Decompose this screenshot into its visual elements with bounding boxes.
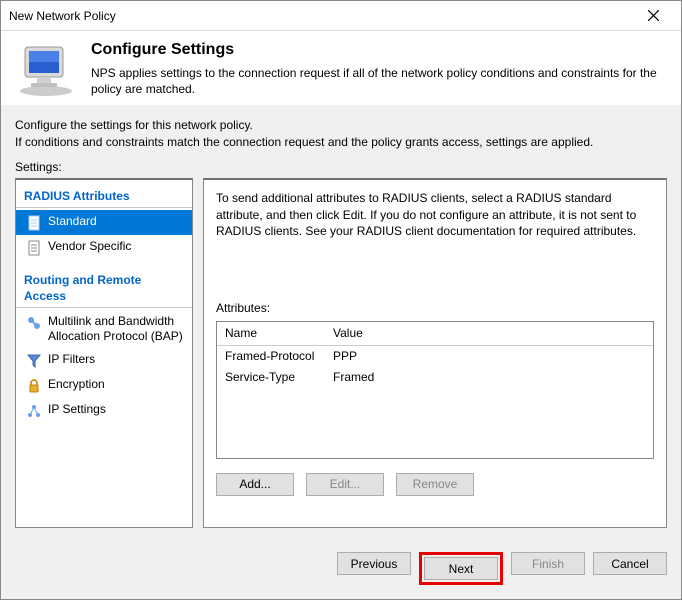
content-area: Configure the settings for this network … (1, 105, 681, 538)
cancel-button[interactable]: Cancel (593, 552, 667, 575)
tree-item-vendor-specific[interactable]: Vendor Specific (16, 235, 192, 260)
tree-item-label: IP Filters (48, 352, 95, 367)
detail-pane: To send additional attributes to RADIUS … (203, 178, 667, 528)
panes: RADIUS Attributes Standard (15, 178, 667, 528)
document-icon (26, 215, 42, 231)
header-region: Configure Settings NPS applies settings … (1, 31, 681, 105)
tree-item-encryption[interactable]: Encryption (16, 373, 192, 398)
tree-item-ip-settings[interactable]: IP Settings (16, 398, 192, 423)
dialog-window: New Network Policy Configure Settings NP… (0, 0, 682, 600)
tree-item-standard[interactable]: Standard (16, 210, 192, 235)
settings-label: Settings: (15, 159, 667, 176)
tree-item-multilink[interactable]: Multilink and Bandwidth Allocation Proto… (16, 310, 192, 348)
col-header-name: Name (217, 322, 325, 345)
cell-value: Framed (325, 367, 653, 388)
filter-icon (26, 353, 42, 369)
close-button[interactable] (633, 2, 673, 30)
table-header: Name Value (217, 322, 653, 346)
table-row[interactable]: Framed-Protocol PPP (217, 346, 653, 367)
edit-button[interactable]: Edit... (306, 473, 384, 496)
tree-item-label: Multilink and Bandwidth Allocation Proto… (48, 314, 184, 344)
remove-button[interactable]: Remove (396, 473, 474, 496)
intro-line1: Configure the settings for this network … (15, 117, 667, 134)
finish-button[interactable]: Finish (511, 552, 585, 575)
next-button[interactable]: Next (424, 557, 498, 580)
close-icon (648, 10, 659, 21)
cell-name: Framed-Protocol (217, 346, 325, 367)
header-text: Configure Settings NPS applies settings … (91, 41, 667, 97)
tree-item-label: IP Settings (48, 402, 106, 417)
window-title: New Network Policy (9, 9, 633, 23)
attribute-buttons: Add... Edit... Remove (216, 473, 654, 496)
previous-button[interactable]: Previous (337, 552, 411, 575)
document-icon (26, 240, 42, 256)
next-highlight: Next (419, 552, 503, 585)
tree-section-routing: Routing and Remote Access (16, 268, 192, 309)
table-row[interactable]: Service-Type Framed (217, 367, 653, 388)
tree-item-label: Standard (48, 214, 97, 229)
tree-item-label: Encryption (48, 377, 105, 392)
intro-line2: If conditions and constraints match the … (15, 134, 667, 151)
settings-tree: RADIUS Attributes Standard (15, 178, 193, 528)
wizard-footer: Previous Next Finish Cancel (1, 538, 681, 599)
network-icon (26, 403, 42, 419)
cell-name: Service-Type (217, 367, 325, 388)
attributes-table[interactable]: Name Value Framed-Protocol PPP Service-T… (216, 321, 654, 459)
titlebar: New Network Policy (1, 1, 681, 31)
tree-section-radius: RADIUS Attributes (16, 184, 192, 208)
page-title: Configure Settings (91, 41, 667, 59)
cell-value: PPP (325, 346, 653, 367)
page-description: NPS applies settings to the connection r… (91, 65, 667, 97)
link-icon (26, 315, 42, 331)
add-button[interactable]: Add... (216, 473, 294, 496)
col-header-value: Value (325, 322, 653, 345)
monitor-icon (15, 41, 77, 97)
attributes-label: Attributes: (216, 300, 654, 317)
lock-icon (26, 378, 42, 394)
tree-item-ip-filters[interactable]: IP Filters (16, 348, 192, 373)
tree-item-label: Vendor Specific (48, 239, 131, 254)
instructions-text: To send additional attributes to RADIUS … (216, 190, 654, 240)
